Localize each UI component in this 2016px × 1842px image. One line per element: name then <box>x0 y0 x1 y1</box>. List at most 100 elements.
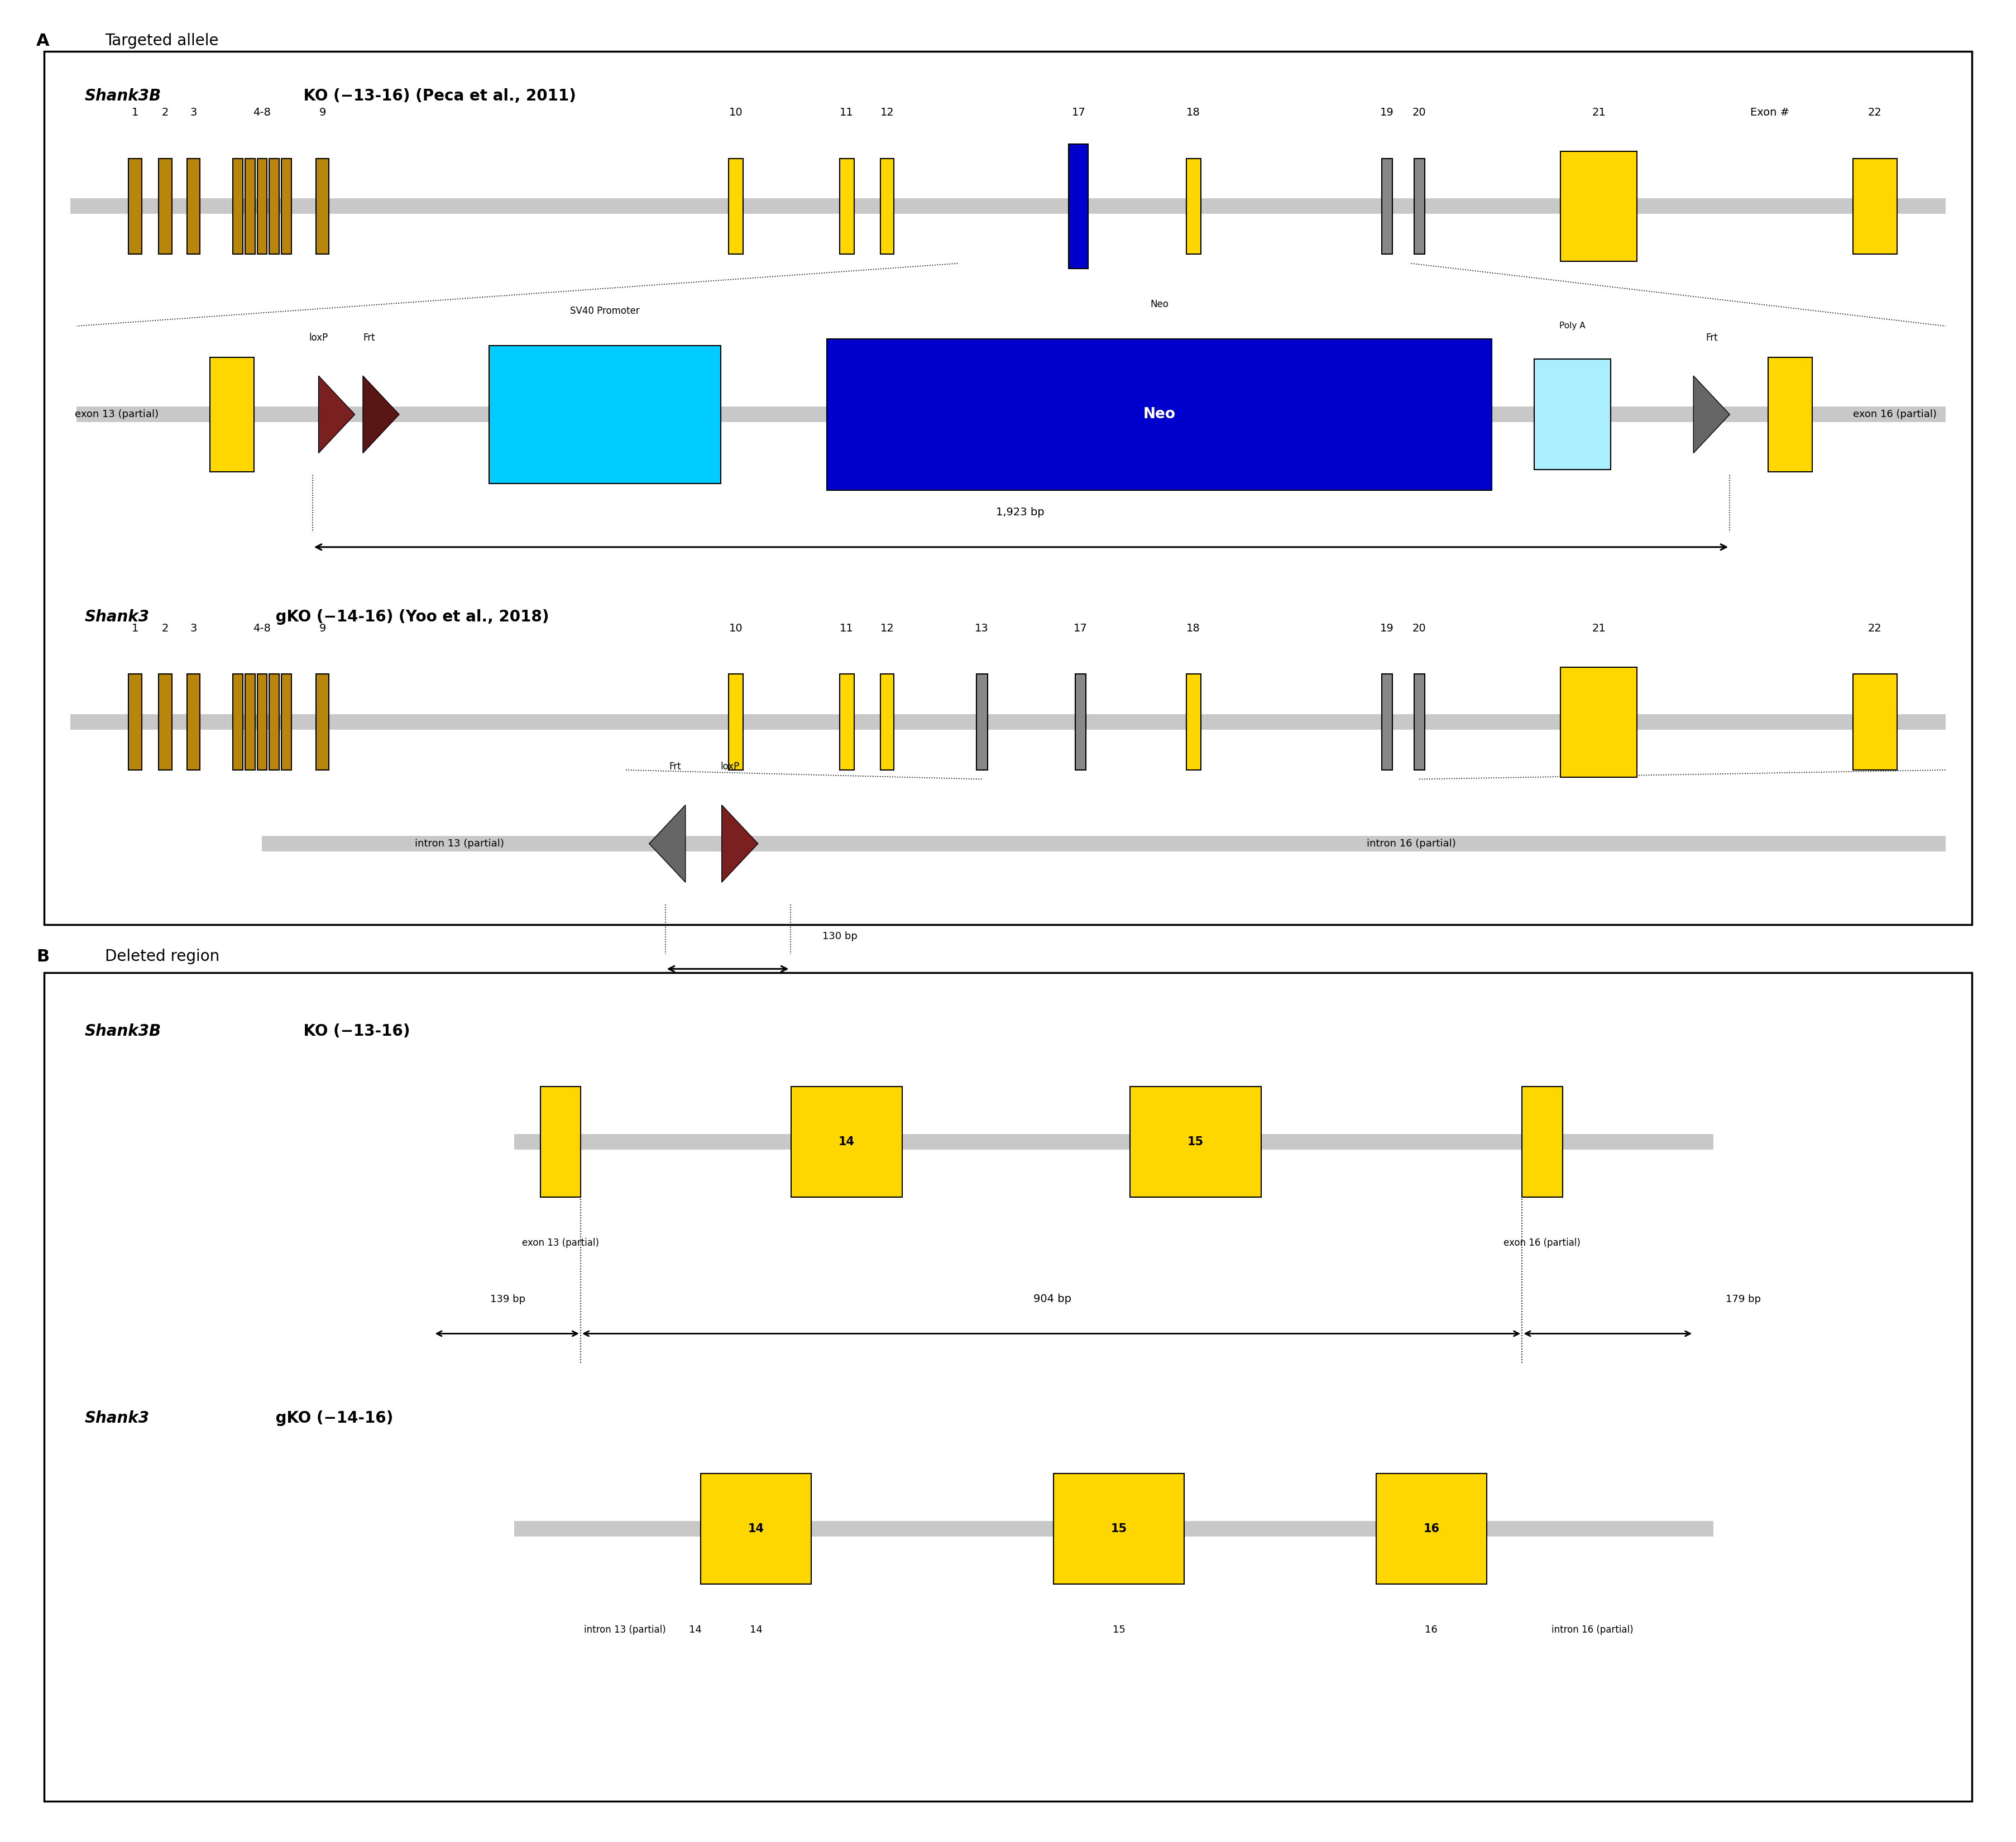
Bar <box>234 158 242 254</box>
Text: 14: 14 <box>689 1625 702 1634</box>
Text: 18: 18 <box>1187 623 1200 634</box>
Bar <box>44 52 1972 925</box>
Text: 130 bp: 130 bp <box>823 932 857 941</box>
Bar <box>270 674 278 770</box>
Polygon shape <box>1693 376 1730 453</box>
Text: 12: 12 <box>881 107 893 118</box>
Text: SV40 Promoter: SV40 Promoter <box>571 306 639 317</box>
Text: 11: 11 <box>841 107 853 118</box>
Text: 19: 19 <box>1381 107 1393 118</box>
Bar <box>1560 151 1637 262</box>
Text: Shank3: Shank3 <box>85 610 149 624</box>
Bar <box>1381 158 1393 254</box>
Bar <box>246 674 254 770</box>
Text: exon 16 (partial): exon 16 (partial) <box>1504 1238 1581 1247</box>
Text: 1: 1 <box>131 623 139 634</box>
Bar <box>728 158 744 254</box>
Bar <box>282 158 290 254</box>
Text: 11: 11 <box>841 623 853 634</box>
Text: KO (−13-16): KO (−13-16) <box>298 1024 411 1039</box>
Text: KO (−13-16) (Peca et al., 2011): KO (−13-16) (Peca et al., 2011) <box>298 88 577 103</box>
Bar <box>488 346 722 483</box>
Text: 9: 9 <box>319 107 327 118</box>
Bar <box>1768 357 1812 472</box>
Polygon shape <box>319 376 355 453</box>
Bar <box>1853 674 1897 770</box>
Bar <box>839 674 855 770</box>
Bar <box>1381 674 1393 770</box>
Text: exon 13 (partial): exon 13 (partial) <box>75 409 159 420</box>
Text: loxP: loxP <box>720 763 740 772</box>
Bar <box>210 357 254 472</box>
Bar <box>1075 674 1087 770</box>
Bar <box>44 973 1972 1801</box>
Text: Neo: Neo <box>1149 300 1169 309</box>
Text: 17: 17 <box>1075 623 1087 634</box>
Text: 21: 21 <box>1593 623 1605 634</box>
Text: Shank3B: Shank3B <box>85 1024 161 1039</box>
Text: Frt: Frt <box>363 333 375 343</box>
Text: 3: 3 <box>190 107 198 118</box>
Bar <box>1522 1087 1562 1197</box>
Text: Deleted region: Deleted region <box>105 949 220 963</box>
Bar <box>282 674 290 770</box>
Text: 10: 10 <box>730 107 742 118</box>
Text: 13: 13 <box>976 623 988 634</box>
Bar <box>159 158 171 254</box>
Bar <box>1185 674 1202 770</box>
Bar <box>976 674 988 770</box>
Text: Shank3: Shank3 <box>85 1411 149 1426</box>
Text: 17: 17 <box>1073 107 1085 118</box>
Text: 10: 10 <box>730 623 742 634</box>
Bar <box>881 674 893 770</box>
Text: 12: 12 <box>881 623 893 634</box>
Bar <box>790 1087 901 1197</box>
Bar <box>187 674 200 770</box>
Text: Neo: Neo <box>1143 407 1175 422</box>
Text: B: B <box>36 949 48 965</box>
Text: 22: 22 <box>1869 107 1881 118</box>
Bar <box>1560 667 1637 777</box>
Bar <box>827 339 1492 490</box>
Bar <box>1068 144 1089 269</box>
Text: 9: 9 <box>319 623 327 634</box>
Bar <box>702 1474 810 1584</box>
Text: Poly A: Poly A <box>1560 321 1585 330</box>
Text: Exon #: Exon # <box>1750 107 1790 118</box>
Bar <box>881 158 893 254</box>
Bar <box>234 674 242 770</box>
Text: 15: 15 <box>1113 1625 1125 1634</box>
Bar <box>317 674 329 770</box>
Bar <box>1054 1474 1185 1584</box>
Text: 4-8: 4-8 <box>254 623 270 634</box>
Text: Frt: Frt <box>1706 333 1718 343</box>
Text: 18: 18 <box>1187 107 1200 118</box>
Text: 1,923 bp: 1,923 bp <box>996 507 1044 518</box>
Bar <box>1185 158 1202 254</box>
Text: 1: 1 <box>131 107 139 118</box>
Text: loxP: loxP <box>308 333 329 343</box>
Bar <box>728 674 744 770</box>
Bar <box>317 158 329 254</box>
Text: 14: 14 <box>750 1625 762 1634</box>
Bar <box>540 1087 581 1197</box>
Bar <box>839 158 855 254</box>
Bar <box>258 158 266 254</box>
Text: gKO (−14-16): gKO (−14-16) <box>270 1411 393 1426</box>
Bar <box>1129 1087 1262 1197</box>
Bar <box>1413 158 1425 254</box>
Text: intron 16 (partial): intron 16 (partial) <box>1552 1625 1633 1634</box>
Text: gKO (−14-16) (Yoo et al., 2018): gKO (−14-16) (Yoo et al., 2018) <box>270 610 548 624</box>
Text: 21: 21 <box>1593 107 1605 118</box>
Text: 15: 15 <box>1111 1523 1127 1534</box>
Polygon shape <box>722 805 758 882</box>
Bar <box>270 158 278 254</box>
Text: 16: 16 <box>1425 1625 1437 1634</box>
Bar <box>129 158 141 254</box>
Text: 179 bp: 179 bp <box>1726 1295 1760 1304</box>
Text: exon 13 (partial): exon 13 (partial) <box>522 1238 599 1247</box>
Bar <box>1413 674 1425 770</box>
Text: 20: 20 <box>1413 623 1425 634</box>
Bar <box>258 674 266 770</box>
Text: intron 13 (partial): intron 13 (partial) <box>415 838 504 849</box>
